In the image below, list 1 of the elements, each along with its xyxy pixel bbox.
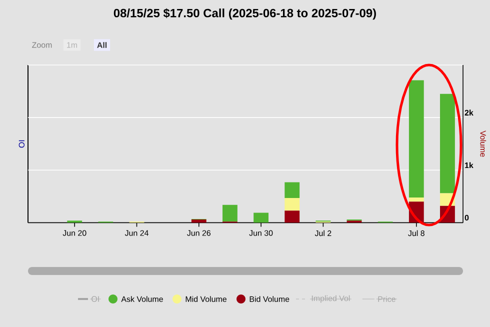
chart-title: 08/15/25 $17.50 Call (2025-06-18 to 2025-07-09) [114, 8, 376, 20]
